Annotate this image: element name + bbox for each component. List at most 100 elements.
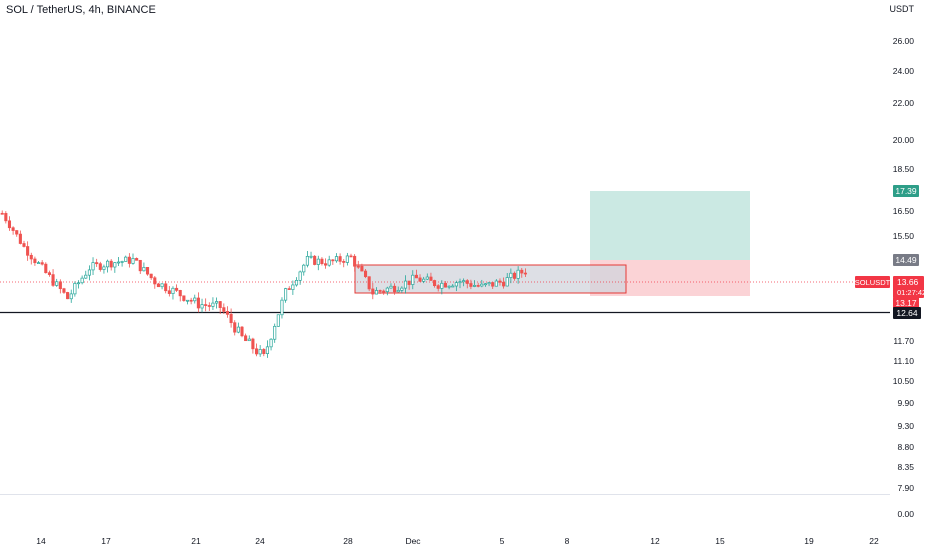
candle-body — [313, 255, 317, 265]
candle — [218, 301, 222, 315]
candle-body — [109, 260, 113, 268]
price-tick-label: 26.00 — [893, 36, 915, 46]
candle-body — [178, 290, 182, 297]
candle — [360, 263, 364, 272]
price-tick-label: 7.90 — [897, 483, 914, 493]
candle — [382, 289, 386, 295]
candle — [222, 303, 226, 314]
candle — [69, 289, 73, 303]
candle — [80, 275, 84, 285]
candle-body — [291, 284, 295, 290]
consolidation-range-box[interactable] — [354, 264, 627, 294]
candle — [451, 284, 455, 288]
candle-body — [458, 281, 462, 284]
candle — [135, 257, 139, 261]
candle-body — [233, 322, 237, 333]
candle-body — [265, 346, 269, 354]
candle — [378, 289, 382, 295]
candle-body — [258, 349, 262, 355]
candle — [26, 241, 30, 261]
candle — [98, 261, 102, 272]
candle-body — [153, 277, 157, 285]
candle-body — [491, 282, 495, 287]
candle-body — [142, 266, 146, 272]
price-axis[interactable]: 26.00 24.00 22.00 20.00 18.50 16.50 15.50 11.70… — [893, 36, 915, 519]
time-tick-label: Dec — [405, 536, 421, 546]
candle — [262, 348, 266, 357]
candle-body — [382, 290, 386, 293]
candle — [116, 257, 121, 266]
time-axis[interactable]: 14 17 21 24 28 Dec 5 8 12 15 19 22 — [36, 536, 879, 546]
candle-body — [454, 282, 458, 287]
candle — [145, 266, 150, 276]
candle-body — [280, 299, 284, 316]
support-price-label: 12.64 — [896, 308, 918, 318]
candle — [47, 270, 51, 277]
drawings-layer — [354, 191, 750, 296]
candle-body — [309, 255, 313, 258]
candle-body — [509, 272, 513, 278]
candle — [0, 210, 4, 215]
candle — [160, 283, 164, 290]
time-tick-label: 19 — [804, 536, 814, 546]
candle — [491, 282, 495, 289]
candle — [454, 280, 458, 292]
candle-body — [84, 274, 88, 279]
candle-body — [422, 278, 426, 282]
candle — [483, 283, 487, 287]
candle — [334, 253, 339, 263]
candle-body — [483, 283, 487, 286]
candle — [211, 297, 215, 310]
price-tick-label: 11.10 — [893, 356, 914, 366]
candle-body — [356, 265, 360, 268]
candle — [138, 259, 142, 274]
candle — [113, 262, 117, 273]
candle-body — [411, 274, 415, 285]
candle-body — [7, 220, 12, 229]
candle — [156, 282, 160, 288]
candle — [7, 216, 12, 231]
candle-body — [465, 280, 469, 284]
candle — [29, 252, 33, 265]
candle — [236, 322, 240, 334]
candle-body — [418, 277, 422, 282]
candle-body — [36, 262, 41, 265]
candle-body — [393, 285, 397, 293]
candle — [291, 280, 295, 295]
time-tick-label: 17 — [101, 536, 111, 546]
candle — [287, 286, 291, 290]
support-price-badge — [893, 307, 921, 319]
candle-body — [189, 299, 193, 302]
candle-body — [29, 254, 33, 260]
candle — [425, 273, 429, 281]
candle — [229, 308, 233, 328]
candle — [512, 271, 517, 281]
entry-price-label: 14.49 — [895, 255, 917, 265]
candle — [87, 265, 91, 281]
candle-body — [443, 282, 448, 288]
candle-body — [55, 281, 59, 286]
candle — [309, 251, 313, 259]
candle-body — [254, 348, 259, 355]
candle — [273, 323, 277, 343]
candle — [443, 281, 448, 288]
candle-body — [171, 287, 175, 294]
candle — [207, 302, 211, 312]
candle — [196, 292, 200, 313]
candle-body — [33, 258, 37, 264]
take-profit-zone[interactable] — [590, 191, 750, 260]
candle-body — [494, 280, 498, 287]
candle-body — [26, 246, 30, 256]
candle — [487, 282, 491, 287]
candle — [400, 286, 404, 294]
candle-body — [429, 276, 433, 281]
candle-body — [138, 259, 142, 272]
candle-body — [331, 259, 335, 262]
candle-body — [374, 290, 378, 295]
candle — [302, 263, 306, 276]
candle — [498, 278, 502, 286]
candle — [338, 253, 342, 265]
candle-body — [451, 285, 455, 288]
